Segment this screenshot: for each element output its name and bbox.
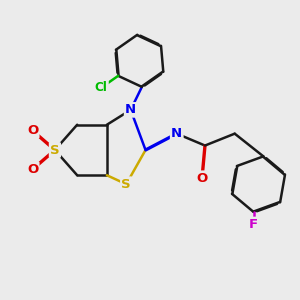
- Text: S: S: [50, 143, 60, 157]
- Text: F: F: [249, 218, 258, 231]
- Text: O: O: [196, 172, 208, 185]
- Text: O: O: [27, 124, 38, 137]
- Text: S: S: [122, 178, 131, 191]
- Text: N: N: [125, 103, 136, 116]
- Text: O: O: [27, 163, 38, 176]
- Text: Cl: Cl: [95, 81, 108, 94]
- Text: N: N: [171, 127, 182, 140]
